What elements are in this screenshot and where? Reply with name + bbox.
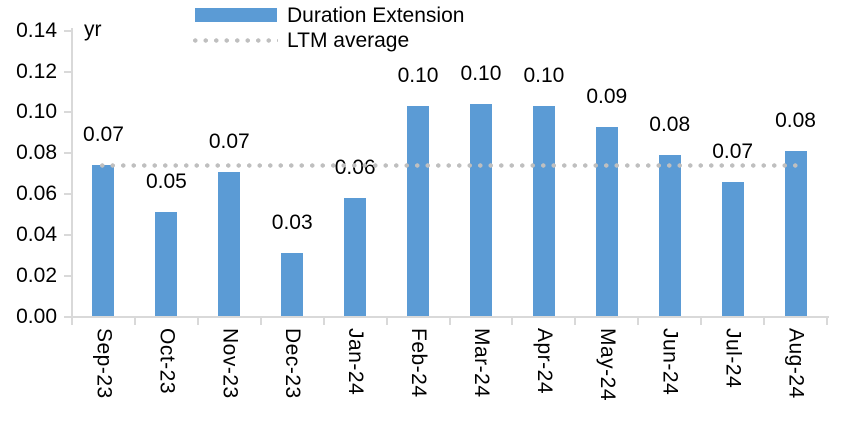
y-tick-label: 0.14	[16, 18, 57, 42]
bar-data-label: 0.10	[397, 64, 439, 88]
y-tick-label: 0.08	[16, 141, 57, 165]
x-tick-mark	[71, 316, 73, 325]
x-tick-mark	[511, 316, 514, 325]
bar-jul-24	[721, 181, 744, 317]
legend-swatch-ltm-average	[190, 38, 278, 43]
bar-dec-23	[281, 253, 304, 317]
ltm-average-line	[97, 162, 802, 168]
bar-mar-24	[469, 104, 492, 317]
y-tick-mark	[64, 315, 72, 318]
x-category-label: Feb-24	[407, 328, 431, 398]
legend-swatch-duration-extension	[195, 8, 277, 22]
x-tick-mark	[637, 316, 640, 325]
legend-label-duration-extension: Duration Extension	[287, 4, 465, 27]
x-category-label: Sep-23	[92, 328, 116, 399]
x-category-label: May-24	[595, 328, 619, 402]
y-tick-mark	[64, 29, 72, 32]
y-tick-mark	[64, 193, 72, 196]
y-tick-mark	[64, 70, 72, 73]
y-axis-unit-label: yr	[84, 18, 102, 41]
bar-oct-23	[155, 212, 178, 317]
y-tick-label: 0.12	[16, 59, 57, 83]
x-tick-mark	[196, 316, 199, 325]
bar-data-label: 0.07	[83, 123, 124, 147]
bar-sep-23	[92, 165, 115, 317]
x-tick-mark	[448, 316, 451, 325]
x-category-label: Jan-24	[344, 328, 368, 396]
bar-data-label: 0.10	[523, 64, 565, 88]
x-tick-mark	[385, 316, 388, 325]
bar-data-label: 0.03	[271, 211, 313, 235]
x-tick-mark	[700, 316, 703, 325]
x-category-label: Jul-24	[721, 328, 745, 389]
bar-data-label: 0.10	[460, 62, 502, 86]
bar-aug-24	[784, 151, 807, 317]
x-category-label: Mar-24	[469, 328, 493, 398]
y-tick-label: 0.04	[16, 222, 57, 246]
x-tick-mark	[763, 316, 766, 325]
x-category-label: Jun-24	[658, 328, 682, 396]
y-tick-label: 0.06	[16, 182, 57, 206]
bar-data-label: 0.06	[323, 156, 387, 180]
bar-data-label: 0.09	[586, 84, 628, 108]
x-tick-mark	[826, 316, 828, 325]
x-tick-mark	[574, 316, 577, 325]
bar-data-label: 0.07	[712, 139, 754, 163]
bar-feb-24	[407, 106, 430, 317]
x-tick-mark	[133, 316, 136, 325]
y-tick-mark	[64, 111, 72, 114]
x-tick-mark	[259, 316, 262, 325]
x-category-label: Oct-23	[155, 328, 179, 395]
bar-jan-24	[344, 198, 367, 317]
x-category-label: Dec-23	[281, 328, 305, 399]
y-axis-line	[71, 28, 73, 318]
x-category-label: Apr-24	[532, 328, 556, 395]
x-category-label: Aug-24	[784, 328, 808, 399]
bar-data-label: 0.08	[775, 109, 816, 133]
bar-data-label: 0.07	[208, 129, 250, 153]
y-tick-label: 0.10	[16, 100, 57, 124]
bar-data-label: 0.05	[145, 170, 187, 194]
y-tick-mark	[64, 233, 72, 236]
y-tick-mark	[64, 152, 72, 155]
y-tick-label: 0.00	[16, 304, 57, 328]
bar-apr-24	[532, 106, 555, 317]
x-category-label: Nov-23	[218, 328, 242, 399]
y-tick-label: 0.02	[16, 263, 57, 287]
bar-data-label: 0.08	[649, 113, 691, 137]
y-tick-mark	[64, 274, 72, 277]
legend-label-ltm-average: LTM average	[287, 29, 410, 52]
bar-jun-24	[658, 155, 681, 317]
bar-nov-23	[218, 171, 241, 317]
x-tick-mark	[322, 316, 325, 325]
bar-may-24	[595, 126, 618, 317]
